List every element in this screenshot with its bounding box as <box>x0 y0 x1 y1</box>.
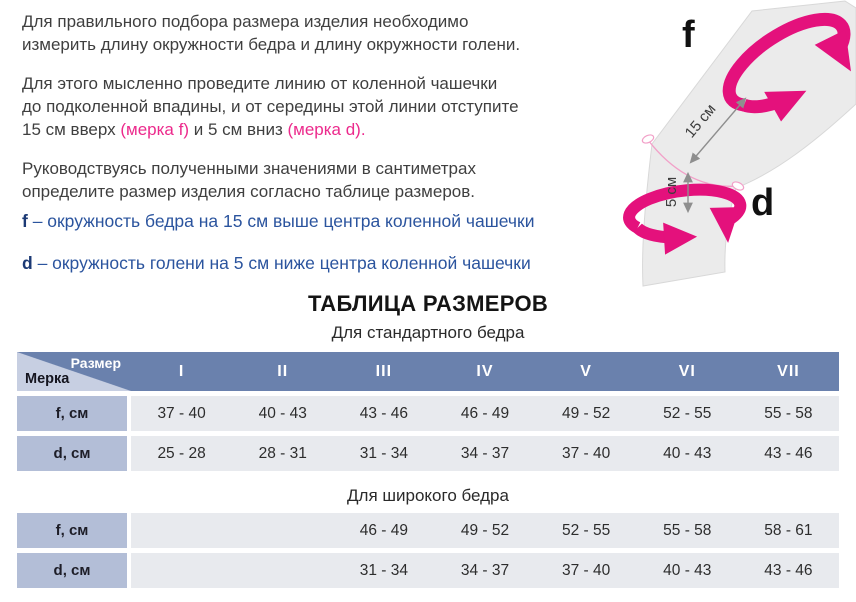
table-cell: 52 - 55 <box>636 396 738 431</box>
table-cell: 49 - 52 <box>535 396 637 431</box>
table-cell <box>232 553 334 588</box>
figure-label-d: d <box>751 182 774 224</box>
measure-arrow-15cm <box>689 97 747 164</box>
table-row-standard-d: d, см 25 - 28 28 - 31 31 - 34 34 - 37 37… <box>17 436 839 471</box>
definition-d-text: – окружность голени на 5 см ниже центра … <box>37 253 531 273</box>
crease-end-loop <box>641 134 655 144</box>
table-cell: 34 - 37 <box>434 553 536 588</box>
table-cell: 28 - 31 <box>232 436 334 471</box>
table-row-wide-f: f, см 46 - 49 49 - 52 52 - 55 55 - 58 58… <box>17 513 839 548</box>
size-table-section: ТАБЛИЦА РАЗМЕРОВ Для стандартного бедра … <box>0 291 856 588</box>
definition-f-text: – окружность бедра на 15 см выше центра … <box>32 211 535 231</box>
table-cell: 40 - 43 <box>636 436 738 471</box>
table-cell: 25 - 28 <box>131 436 233 471</box>
figure-label-f: f <box>682 14 695 56</box>
leg-diagram: 15 см 5 см f d <box>623 0 856 287</box>
definition-d: d – окружность голени на 5 см ниже центр… <box>22 252 614 275</box>
column-header-V: V <box>535 352 637 391</box>
mark-d-label: (мерка d). <box>287 120 366 139</box>
column-header-III: III <box>333 352 435 391</box>
table-cell: 55 - 58 <box>737 396 839 431</box>
table-cell: 49 - 52 <box>434 513 536 548</box>
paragraph-measure-method: Для этого мысленно проведите линию от ко… <box>22 72 614 141</box>
size-table-wide: f, см 46 - 49 49 - 52 52 - 55 55 - 58 58… <box>17 513 839 588</box>
paragraph-measure-intro: Для правильного подбора размера изделия … <box>22 12 521 54</box>
size-table: Размер Мерка I II III IV V VI VII f, см … <box>17 352 839 471</box>
corner-size-label: Размер <box>70 355 121 371</box>
row-label: d, см <box>17 436 127 471</box>
wide-thigh-subtitle: Для широкого бедра <box>347 486 509 505</box>
paragraph-part: Для этого мысленно проведите линию от ко… <box>22 74 519 139</box>
definition-f: f – окружность бедра на 15 см выше центр… <box>22 210 614 233</box>
table-cell: 46 - 49 <box>333 513 435 548</box>
row-label: d, см <box>17 553 127 588</box>
table-cell: 31 - 34 <box>333 553 435 588</box>
measure-label-5cm: 5 см <box>663 177 680 207</box>
table-cell: 52 - 55 <box>535 513 637 548</box>
intro-text-block: Для правильного подбора размера изделия … <box>22 10 614 294</box>
crease-end-loop <box>731 181 745 191</box>
table-cell: 43 - 46 <box>333 396 435 431</box>
mark-f-label: (мерка f) <box>120 120 189 139</box>
table-header-row: Размер Мерка I II III IV V VI VII <box>17 352 839 391</box>
table-cell: 58 - 61 <box>737 513 839 548</box>
row-label: f, см <box>17 396 127 431</box>
table-cell: 37 - 40 <box>535 436 637 471</box>
table-cell: 34 - 37 <box>434 436 536 471</box>
knee-measurement-illustration: 15 см 5 см f d <box>612 0 856 305</box>
table-cell: 55 - 58 <box>636 513 738 548</box>
paragraph-table-hint: Руководствуясь полученными значениями в … <box>22 159 476 201</box>
column-header-VII: VII <box>737 352 839 391</box>
table-cell: 40 - 43 <box>232 396 334 431</box>
table-cell: 43 - 46 <box>737 436 839 471</box>
table-cell: 37 - 40 <box>535 553 637 588</box>
table-cell <box>131 513 233 548</box>
table-cell: 40 - 43 <box>636 553 738 588</box>
paragraph-part: и 5 см вниз <box>189 120 288 139</box>
definition-f-letter: f <box>22 211 28 231</box>
table-row-standard-f: f, см 37 - 40 40 - 43 43 - 46 46 - 49 49… <box>17 396 839 431</box>
column-header-VI: VI <box>636 352 738 391</box>
table-cell: 46 - 49 <box>434 396 536 431</box>
table-row-wide-d: d, см 31 - 34 34 - 37 37 - 40 40 - 43 43… <box>17 553 839 588</box>
size-table-title: ТАБЛИЦА РАЗМЕРОВ <box>307 291 549 316</box>
standard-thigh-subtitle: Для стандартного бедра <box>331 323 525 342</box>
corner-measure-label: Мерка <box>25 371 70 387</box>
table-corner-cell: Размер Мерка <box>17 352 131 391</box>
column-header-IV: IV <box>434 352 536 391</box>
table-cell: 37 - 40 <box>131 396 233 431</box>
table-cell <box>131 553 233 588</box>
row-label: f, см <box>17 513 127 548</box>
definition-d-letter: d <box>22 253 33 273</box>
table-cell: 43 - 46 <box>737 553 839 588</box>
table-cell <box>232 513 334 548</box>
table-cell: 31 - 34 <box>333 436 435 471</box>
column-header-I: I <box>131 352 233 391</box>
column-header-II: II <box>232 352 334 391</box>
